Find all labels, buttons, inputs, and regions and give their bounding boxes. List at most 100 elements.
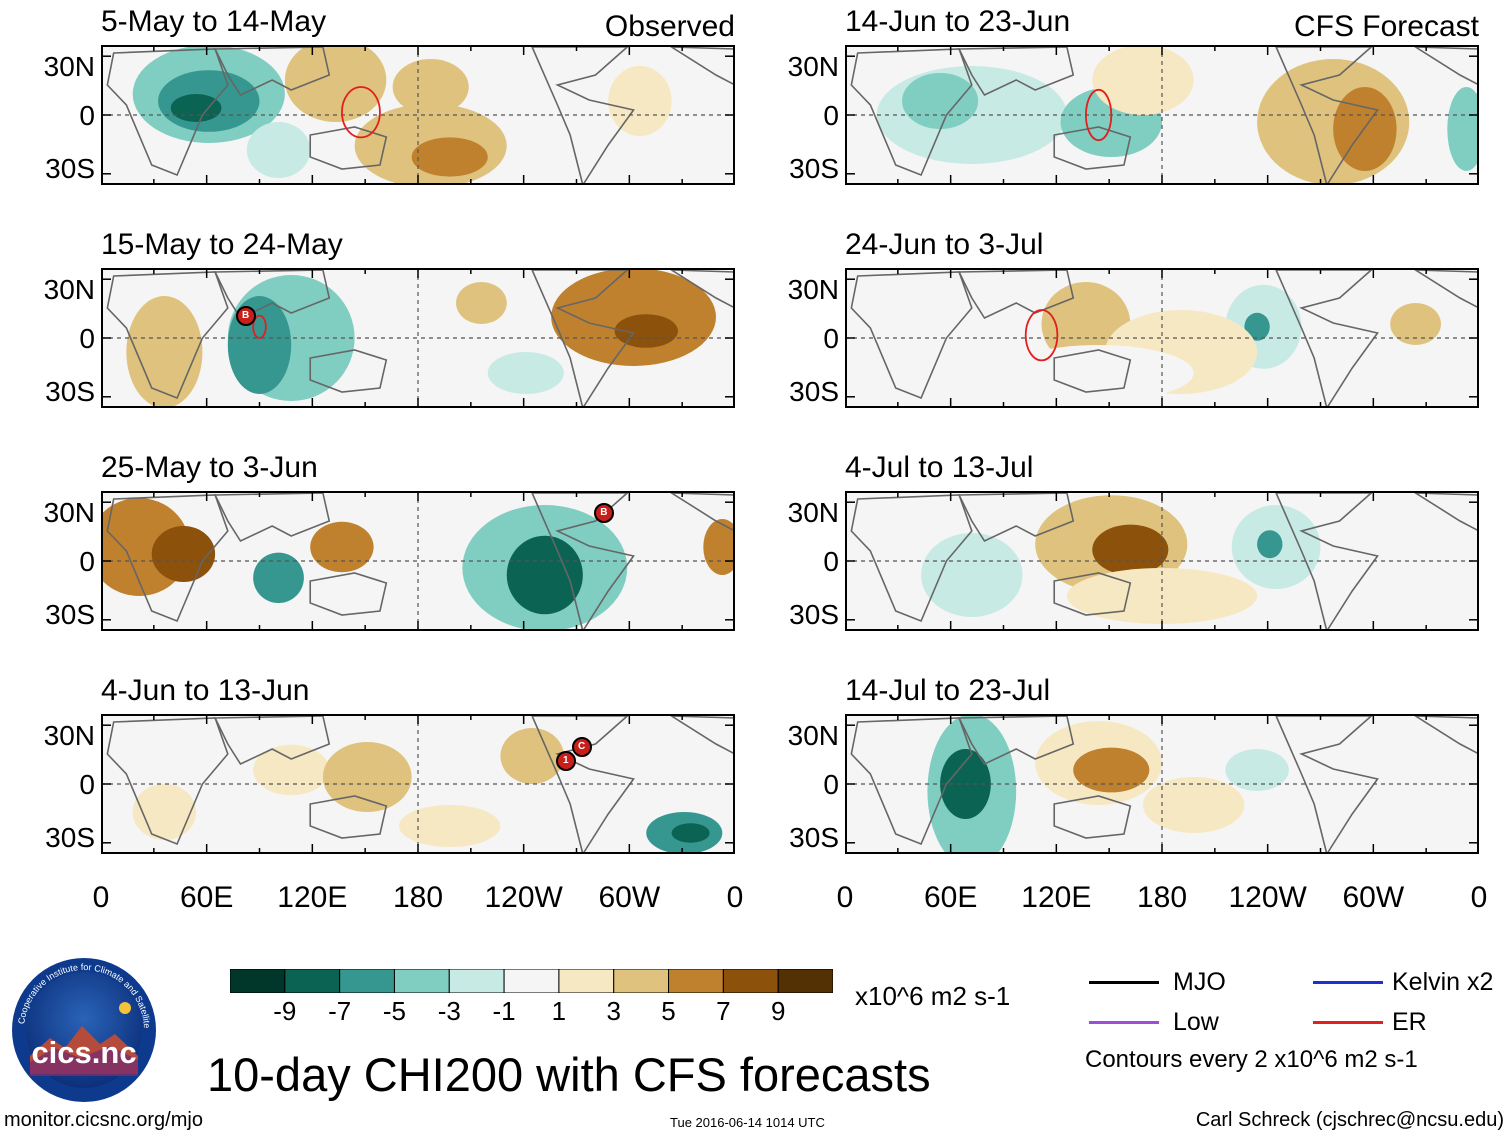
latitude-label: 0 (79, 323, 95, 354)
colorbar-swatch (503, 968, 560, 994)
colorbar-swatch (558, 968, 615, 994)
panel-title: 14-Jul to 23-Jul (845, 674, 1051, 707)
panel-title: 15-May to 24-May (101, 228, 343, 261)
australia-outline (1053, 572, 1132, 616)
latitude-label: 30N (787, 51, 839, 82)
colorbar-tick-label: 3 (606, 996, 621, 1026)
legend-er-label: ER (1392, 1008, 1427, 1036)
anomaly-contour (253, 744, 330, 796)
legend-low-line (1089, 1021, 1159, 1024)
map-panel (101, 714, 735, 854)
anomaly-contour (921, 533, 1023, 617)
latitude-label: 30S (789, 153, 839, 184)
panel-title: 25-May to 3-Jun (101, 451, 318, 484)
anomaly-contour (253, 552, 304, 603)
panel-source-tag: Observed (604, 10, 735, 43)
latitude-label: 30S (45, 376, 95, 407)
map-panel (845, 268, 1479, 408)
longitude-label: 60E (179, 881, 234, 914)
longitude-label: 0 (1470, 881, 1488, 914)
anomaly-contour (1244, 312, 1270, 341)
longitude-label: 60E (923, 881, 978, 914)
anomaly-map (845, 714, 1479, 854)
colorbar-tick-label: 1 (551, 996, 567, 1026)
colorbar-tick-label: -5 (382, 996, 407, 1026)
legend-kelvin-line (1313, 981, 1383, 984)
colorbar-tick-label: -1 (492, 996, 516, 1026)
longitude-label: 0 (836, 881, 854, 914)
longitude-label: 60W (1342, 881, 1405, 914)
longitude-label: 120W (1228, 881, 1307, 914)
map-panel (845, 714, 1479, 854)
legend-mjo-line (1089, 981, 1159, 984)
africa-outline (106, 717, 229, 846)
latitude-label: 30N (43, 274, 95, 305)
panel-title: 5-May to 14-May (101, 5, 327, 38)
asia-outline (957, 492, 1075, 543)
panel-title: 14-Jun to 23-Jun (845, 5, 1071, 38)
europe-outline (1412, 492, 1479, 532)
anomaly-map (101, 45, 735, 185)
legend-mjo-label: MJO (1173, 968, 1226, 996)
australia-outline (309, 126, 388, 170)
anomaly-contour (614, 314, 678, 348)
americas-outline (1274, 269, 1379, 408)
asia-outline (213, 715, 331, 766)
latitude-label: 0 (823, 546, 839, 577)
legend-low-label: Low (1173, 1008, 1219, 1036)
australia-outline (1053, 795, 1132, 839)
latitude-label: 30S (789, 822, 839, 853)
africa-outline (106, 271, 229, 400)
colorbar-units: x10^6 m2 s-1 (855, 981, 1011, 1011)
colorbar-swatch (613, 968, 670, 994)
latitude-label: 0 (79, 100, 95, 131)
anomaly-map (845, 45, 1479, 185)
americas-outline (530, 46, 635, 185)
anomaly-contour (1320, 714, 1448, 770)
latitude-label: 30N (43, 497, 95, 528)
asia-outline (213, 492, 331, 543)
latitude-label: 30N (787, 497, 839, 528)
main-title: 10-day CHI200 with CFS forecasts (207, 1048, 931, 1101)
colorbar-swatch (448, 968, 505, 994)
anomaly-contour (1390, 303, 1441, 345)
australia-outline (1053, 126, 1132, 170)
longitude-label: 180 (392, 881, 444, 914)
europe-outline (1412, 715, 1479, 755)
anomaly-map (845, 268, 1479, 408)
anomaly-contour (1003, 345, 1194, 401)
americas-outline (1274, 492, 1379, 631)
cics-logo: Cooperative Institute for Climate and Sa… (8, 948, 158, 1104)
anomaly-contour (1257, 530, 1283, 559)
latitude-label: 30S (789, 376, 839, 407)
africa-outline (850, 494, 973, 623)
longitude-label: 120E (1021, 881, 1092, 914)
colorbar-swatch (339, 968, 395, 994)
latitude-label: 30N (43, 51, 95, 82)
asia-outline (213, 269, 331, 320)
africa-outline (106, 48, 229, 177)
colorbar (229, 968, 834, 994)
anomaly-contour (246, 122, 311, 178)
map-panel (101, 491, 735, 631)
colorbar-tick-label: -9 (273, 996, 297, 1026)
australia-outline (309, 795, 388, 839)
anomaly-contour (126, 296, 203, 408)
longitude-label: 180 (1136, 881, 1188, 914)
australia-outline (309, 349, 388, 393)
colorbar-tick-label: 5 (661, 996, 676, 1026)
anomaly-contour (1142, 777, 1245, 833)
anomaly-contour (500, 728, 564, 784)
latitude-label: 30S (45, 599, 95, 630)
asia-outline (957, 269, 1075, 320)
anomaly-contour (322, 742, 412, 812)
australia-outline (1053, 349, 1132, 393)
panel-title: 4-Jul to 13-Jul (845, 451, 1034, 484)
anomaly-map (101, 714, 735, 854)
americas-outline (530, 269, 635, 408)
latitude-label: 0 (823, 323, 839, 354)
legend-kelvin-label: Kelvin x2 (1392, 968, 1494, 996)
anomaly-contour (1092, 45, 1194, 115)
colorbar-swatch (777, 968, 834, 994)
americas-outline (1274, 715, 1379, 854)
